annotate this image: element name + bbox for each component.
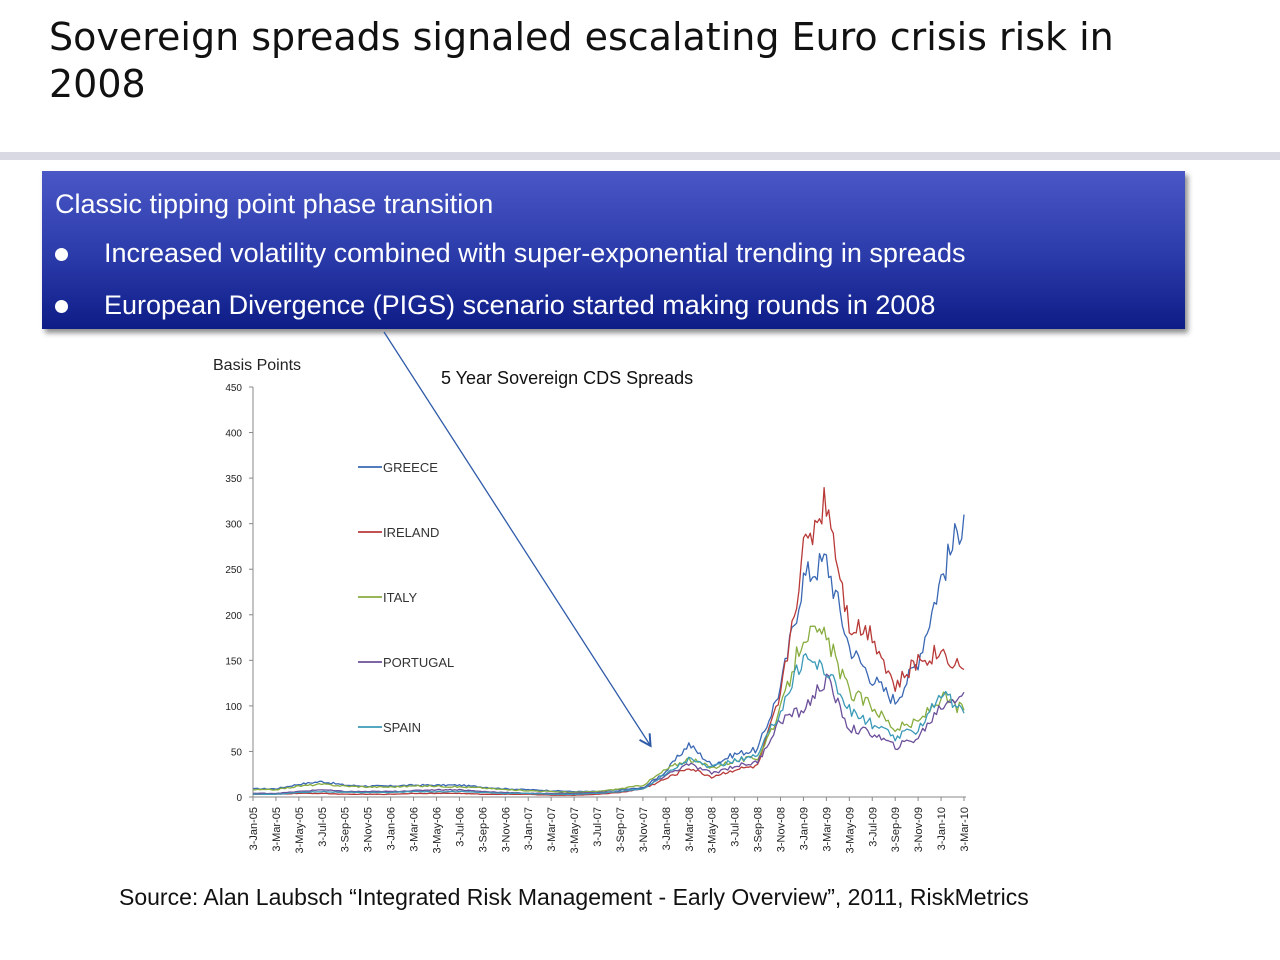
series-line-spain xyxy=(252,653,965,796)
x-tick-label: 3-Sep-08 xyxy=(753,807,765,852)
x-tick-label: 3-May-06 xyxy=(431,807,443,853)
callout-box: Classic tipping point phase transition I… xyxy=(42,171,1185,329)
x-tick-label: 3-Sep-09 xyxy=(890,807,902,852)
y-tick-label: 50 xyxy=(231,747,243,758)
slide-title: Sovereign spreads signaled escalating Eu… xyxy=(49,15,1114,106)
annotation-arrow xyxy=(383,331,650,745)
x-tick-label: 3-Mar-05 xyxy=(271,807,283,852)
x-tick-label: 3-Jul-05 xyxy=(317,807,329,847)
x-tick-label: 3-Jan-06 xyxy=(386,807,398,850)
bullet-text: European Divergence (PIGS) scenario star… xyxy=(104,290,936,320)
x-tick-label: 3-Jan-05 xyxy=(248,807,260,850)
x-tick-label: 3-Mar-10 xyxy=(959,807,971,852)
y-tick-label: 250 xyxy=(225,565,242,576)
x-tick-label: 3-Nov-07 xyxy=(638,807,650,852)
chart-legend: GREECE IRELAND ITALY PORTUGAL SPAIN xyxy=(358,460,454,735)
source-citation: Source: Alan Laubsch “Integrated Risk Ma… xyxy=(119,884,1029,910)
x-tick-label: 3-Sep-05 xyxy=(340,807,352,852)
x-tick-label: 3-Jul-06 xyxy=(454,807,466,847)
x-tick-label: 3-May-09 xyxy=(844,807,856,853)
x-tick-label: 3-Jul-07 xyxy=(592,807,604,847)
y-tick-label: 200 xyxy=(225,611,242,622)
legend-label: ITALY xyxy=(383,590,418,605)
y-tick-label: 400 xyxy=(225,429,242,440)
legend-label: PORTUGAL xyxy=(383,655,454,670)
series-lines xyxy=(252,487,965,796)
y-tick-label: 100 xyxy=(225,702,242,713)
x-tick-label: 3-Jan-10 xyxy=(936,807,948,850)
series-line-italy xyxy=(252,625,965,794)
x-tick-label: 3-Sep-06 xyxy=(477,807,489,852)
x-tick-label: 3-Mar-09 xyxy=(821,807,833,852)
chart-title: 5 Year Sovereign CDS Spreads xyxy=(441,368,693,388)
x-tick-label: 3-May-08 xyxy=(707,807,719,853)
bullet-text: Increased volatility combined with super… xyxy=(104,238,966,268)
x-tick-label: 3-Jul-08 xyxy=(730,807,742,847)
series-line-ireland xyxy=(252,487,965,796)
x-tick-label: 3-Nov-08 xyxy=(776,807,788,852)
x-tick-label: 3-Mar-08 xyxy=(684,807,696,852)
x-tick-label: 3-Jan-07 xyxy=(523,807,535,850)
x-tick-label: 3-Mar-06 xyxy=(409,807,421,852)
x-tick-label: 3-Mar-07 xyxy=(546,807,558,852)
title-divider xyxy=(0,152,1280,160)
x-tick-label: 3-Jan-08 xyxy=(661,807,673,850)
chart-axes: 0 50 100 150 200 250 300 350 400 450 3-Jan-05 3-Mar… xyxy=(225,383,971,853)
y-tick-label: 450 xyxy=(225,383,242,394)
bullet-icon xyxy=(55,300,68,313)
callout-heading: Classic tipping point phase transition xyxy=(55,189,494,219)
legend-label: GREECE xyxy=(383,460,438,475)
x-tick-label: 3-May-07 xyxy=(569,807,581,853)
x-tick-label: 3-Jul-09 xyxy=(867,807,879,847)
x-tick-label: 3-May-05 xyxy=(294,807,306,853)
x-tick-label: 3-Nov-06 xyxy=(500,807,512,852)
x-tick-label: 3-Sep-07 xyxy=(615,807,627,852)
y-tick-label: 0 xyxy=(236,793,242,804)
y-tick-label: 300 xyxy=(225,520,242,531)
bullet-icon xyxy=(55,248,68,261)
legend-label: IRELAND xyxy=(383,525,439,540)
x-tick-label: 3-Jan-09 xyxy=(798,807,810,850)
y-axis-label: Basis Points xyxy=(213,357,301,374)
x-tick-label: 3-Nov-05 xyxy=(363,807,375,852)
legend-label: SPAIN xyxy=(383,720,421,735)
y-tick-label: 350 xyxy=(225,474,242,485)
x-tick-label: 3-Nov-09 xyxy=(913,807,925,852)
series-line-greece xyxy=(252,514,965,793)
y-tick-label: 150 xyxy=(225,656,242,667)
